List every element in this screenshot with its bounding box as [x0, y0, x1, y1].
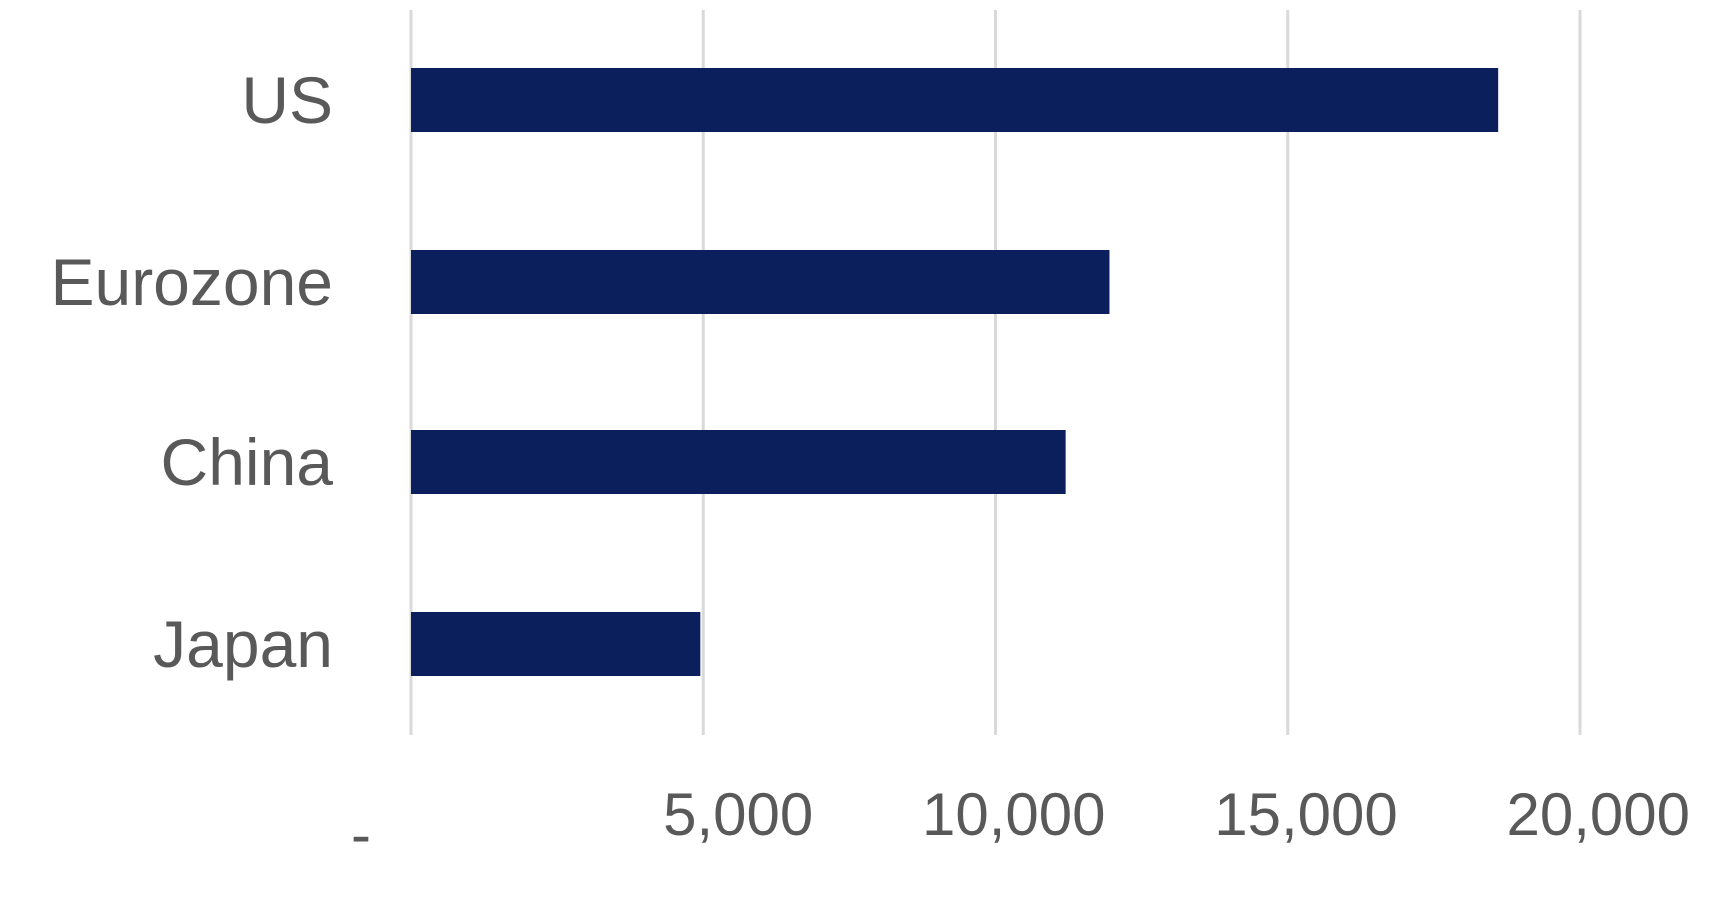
category-label-japan: Japan	[153, 607, 333, 681]
x-tick-labels: - 5,000 10,000 15,000 20,000	[351, 781, 1690, 868]
bars	[411, 68, 1499, 676]
x-tick-label-2: 10,000	[922, 781, 1106, 848]
bar-japan	[411, 612, 701, 676]
category-label-us: US	[241, 63, 333, 137]
x-tick-label-4: 20,000	[1506, 781, 1690, 848]
bar-us	[411, 68, 1499, 132]
category-label-china: China	[161, 425, 334, 499]
category-labels: US Eurozone China Japan	[50, 63, 333, 681]
x-tick-label-0: -	[351, 801, 371, 868]
bar-eurozone	[411, 250, 1110, 314]
category-label-eurozone: Eurozone	[50, 245, 333, 319]
x-tick-label-3: 15,000	[1214, 781, 1398, 848]
x-tick-label-1: 5,000	[663, 781, 813, 848]
bar-china	[411, 430, 1066, 494]
